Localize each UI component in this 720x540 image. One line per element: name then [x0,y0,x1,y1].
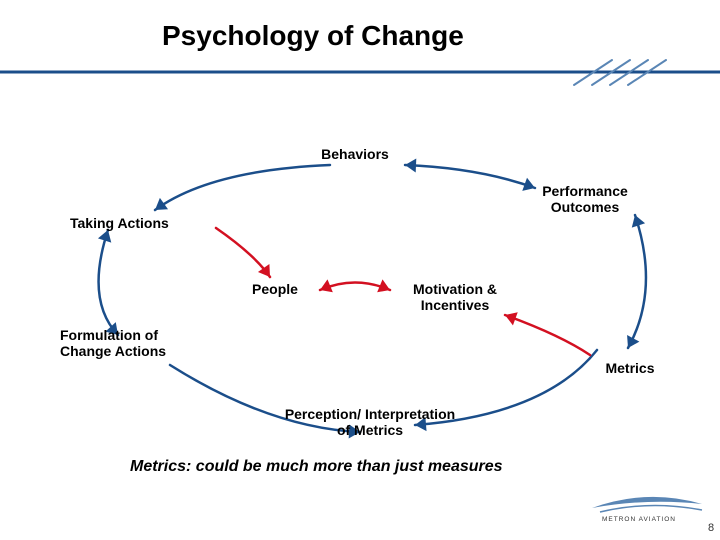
label-motivation: Motivation &Incentives [390,281,520,313]
label-people: People [235,281,315,297]
label-metrics: Metrics [590,360,670,376]
arrow-behaviors-to-taking [155,165,330,210]
arrow-metrics-to-motivation [505,315,590,355]
label-perception: Perception/ Interpretationof Metrics [255,406,485,438]
arrow-taking-to-formulation [99,230,118,335]
label-behaviors: Behaviors [295,146,415,162]
arrow-performance-to-metrics [628,215,646,348]
logo-text: METRON AVIATION [602,516,676,523]
label-formulation: Formulation ofChange Actions [60,327,220,359]
page-number: 8 [708,522,714,534]
label-performance: PerformanceOutcomes [520,183,650,215]
arrow-behaviors-to-performance [405,165,535,188]
page-title: Psychology of Change [162,20,562,52]
caption: Metrics: could be much more than just me… [130,458,503,476]
label-taking: Taking Actions [70,215,210,231]
